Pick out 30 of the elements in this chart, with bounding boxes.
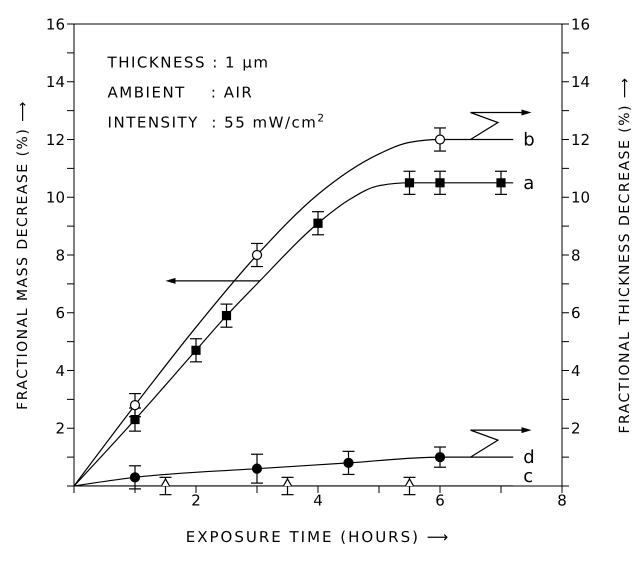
y2-tick-label: 10 [571, 188, 590, 207]
y-tick-label: 8 [55, 246, 65, 264]
annotation: AMBIENT : AIR [108, 83, 254, 102]
series-label: a [523, 172, 534, 194]
x-tick-label: 8 [557, 492, 567, 510]
x-axis-title: EXPOSURE TIME (HOURS) ⟶ [186, 528, 450, 546]
y2-tick-label: 6 [571, 304, 581, 322]
legend-label: c [523, 466, 534, 487]
y-tick-label: 2 [55, 420, 65, 438]
x-tick-label: 2 [191, 492, 201, 510]
y-tick-label: 16 [46, 15, 65, 34]
y2-axis-title: FRACTIONAL THICKNESS DECREASE (%) ⟶ [616, 76, 633, 434]
y2-tick-label: 8 [571, 246, 581, 264]
x-tick-label: 4 [313, 492, 323, 510]
y2-tick-label: 2 [571, 420, 581, 438]
y-tick-label: 14 [46, 73, 65, 92]
y-tick-label: 10 [46, 188, 65, 207]
annotation: THICKNESS : 1 μm [106, 53, 270, 72]
y2-tick-label: 16 [571, 15, 590, 34]
y-tick-label: 4 [55, 362, 65, 380]
y2-tick-label: 12 [571, 130, 590, 149]
legend-label: d [523, 447, 535, 468]
legend-label: b [523, 130, 535, 150]
y2-tick-label: 14 [571, 73, 590, 92]
y2-tick-label: 4 [571, 362, 581, 380]
y-tick-label: 12 [46, 130, 65, 149]
x-tick-label: 6 [435, 492, 445, 510]
y-tick-label: 6 [55, 304, 65, 322]
annotation: INTENSITY : 55 mW/cm$^{2}$ [108, 112, 326, 132]
y-axis-title: FRACTIONAL MASS DECREASE (%) ⟶ [14, 100, 31, 410]
